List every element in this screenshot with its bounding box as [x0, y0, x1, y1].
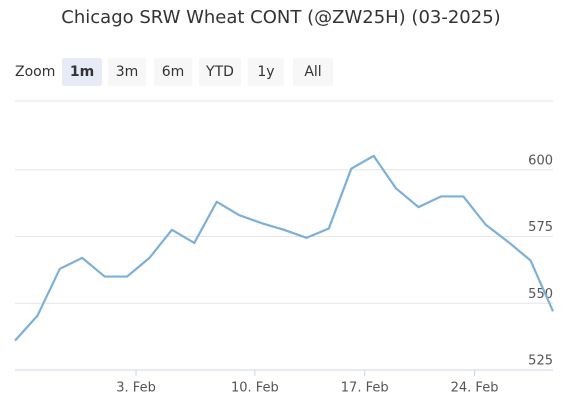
zoom-button[interactable] [108, 58, 146, 86]
chart-title: Chicago SRW Wheat CONT (@ZW25H) (03-2025… [61, 7, 500, 28]
zoom-button-label[interactable]: 1m [70, 64, 94, 80]
x-tick-label: 24. Feb [451, 381, 499, 396]
zoom-button[interactable] [199, 58, 241, 86]
x-tick-label: 10. Feb [231, 381, 279, 396]
zoom-button-label[interactable]: All [304, 64, 321, 80]
y-tick-label: 550 [528, 287, 553, 302]
zoom-label: Zoom [15, 64, 55, 80]
zoom-button[interactable] [293, 58, 333, 86]
y-tick-label: 600 [528, 153, 553, 168]
zoom-button[interactable] [154, 58, 192, 86]
zoom-button-label[interactable]: 6m [162, 64, 185, 80]
zoom-button-label[interactable]: 3m [116, 64, 139, 80]
zoom-button[interactable] [62, 58, 102, 86]
x-tick-label: 17. Feb [341, 381, 389, 396]
zoom-button[interactable] [248, 58, 284, 86]
x-tick-label: 3. Feb [116, 381, 156, 396]
zoom-button-label[interactable]: 1y [257, 64, 274, 80]
zoom-button-label[interactable]: YTD [205, 64, 234, 80]
y-tick-label: 575 [528, 220, 553, 235]
line-series [14, 154, 555, 342]
y-tick-label: 525 [528, 354, 553, 369]
